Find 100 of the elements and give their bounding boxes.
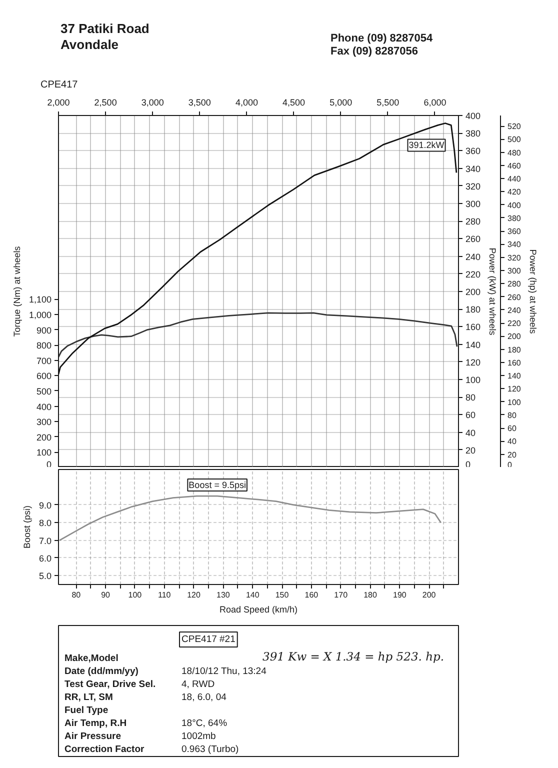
y3-tick-label: 280 bbox=[508, 280, 522, 289]
y-tick-label: 900 bbox=[36, 325, 52, 336]
y3-tick-label: 220 bbox=[508, 319, 522, 328]
y2-tick-label: 220 bbox=[466, 269, 481, 280]
y2-tick-label: 160 bbox=[466, 322, 481, 332]
y-tick-label: 9.0 bbox=[38, 500, 52, 510]
category-label: Correction Factor bbox=[64, 744, 144, 755]
y2-tick-label: 60 bbox=[466, 410, 476, 420]
text: 4, RWD bbox=[182, 679, 215, 690]
text: Avondale bbox=[60, 37, 119, 52]
y3-tick-label: 360 bbox=[508, 227, 522, 236]
y3-tick-label: 80 bbox=[508, 410, 517, 420]
x2-tick-label: 5,500 bbox=[376, 98, 400, 108]
y2-tick-label: 100 bbox=[466, 375, 481, 385]
y3-tick-label: 140 bbox=[508, 372, 522, 381]
y3-tick-label: 100 bbox=[508, 398, 522, 407]
y2-tick-label: 180 bbox=[466, 304, 481, 315]
y3-tick-label: 60 bbox=[508, 424, 517, 434]
y3-tick-label: 440 bbox=[508, 174, 522, 184]
y3-tick-label: 320 bbox=[508, 253, 522, 262]
category-label: RR, LT, SM bbox=[64, 692, 113, 703]
line-series bbox=[58, 495, 442, 541]
text: 1002mb bbox=[182, 731, 216, 742]
y3-tick-label: 200 bbox=[508, 332, 522, 342]
y3-tick-label: 160 bbox=[508, 358, 522, 368]
text: CPE417 #21 bbox=[182, 634, 236, 645]
x-tick-label: 150 bbox=[275, 590, 290, 600]
y-tick-label: 400 bbox=[36, 402, 52, 412]
y2-tick-label: 260 bbox=[466, 234, 481, 244]
y2-tick-label: 400 bbox=[466, 111, 481, 121]
y2-tick-label: 40 bbox=[466, 428, 476, 438]
x-tick-label: 130 bbox=[216, 590, 230, 600]
y-tick-label: 500 bbox=[36, 386, 52, 396]
x-tick-label: 140 bbox=[246, 590, 260, 600]
y2-tick-label: 140 bbox=[466, 340, 481, 350]
y3-tick-label: 420 bbox=[508, 188, 522, 197]
x2-tick-label: 2,500 bbox=[94, 98, 117, 108]
y2-tick-label: 380 bbox=[466, 128, 481, 139]
text: 18/10/12 Thu, 13:24 bbox=[182, 666, 266, 677]
y3-tick-label: 40 bbox=[508, 437, 517, 446]
y2-tick-label: 120 bbox=[466, 357, 481, 368]
y3-tick-label: 400 bbox=[508, 200, 522, 210]
y-tick-label: 300 bbox=[36, 417, 52, 428]
y3-tick-label: 500 bbox=[508, 135, 522, 144]
category-label: Make,Model bbox=[64, 653, 118, 664]
data-label: 391.2kW bbox=[408, 140, 445, 150]
category-label: Fuel Type bbox=[64, 705, 108, 716]
y3-tick-label: 260 bbox=[508, 292, 522, 302]
y-tick-label: 7.0 bbox=[38, 536, 52, 546]
x2-tick-label: 3,000 bbox=[141, 98, 164, 108]
y-tick-label: 5.0 bbox=[38, 571, 52, 582]
y2-tick-label: 300 bbox=[466, 199, 481, 209]
y-tick-label: 800 bbox=[36, 340, 52, 351]
x-tick-label: 190 bbox=[393, 590, 407, 600]
x-tick-label: 90 bbox=[101, 590, 111, 600]
y2-tick-label: 80 bbox=[466, 392, 476, 403]
y3-tick-label: 300 bbox=[508, 266, 522, 276]
x2-tick-label: 6,000 bbox=[424, 98, 446, 108]
x-tick-label: 180 bbox=[364, 590, 378, 600]
y3-tick-label: 480 bbox=[508, 148, 522, 158]
text: Phone (09) 8287054 bbox=[330, 32, 434, 44]
y3-tick-label: 340 bbox=[508, 240, 522, 250]
category-label: Air Temp, R.H bbox=[64, 718, 127, 729]
x-tick-label: 120 bbox=[187, 590, 202, 600]
y-tick-label: 700 bbox=[36, 356, 52, 366]
category-label: Air Pressure bbox=[64, 731, 122, 742]
y3-tick-label: 120 bbox=[508, 384, 522, 394]
x-axis-title: Road Speed (km/h) bbox=[219, 604, 298, 614]
y-tick-label: 8.0 bbox=[38, 518, 52, 528]
y2-tick-label: 240 bbox=[466, 252, 481, 262]
y3-tick-label: 240 bbox=[508, 306, 522, 315]
y-axis-title: Torque (Nm) at wheels bbox=[12, 246, 22, 337]
category-label: Date (dd/mm/yy) bbox=[64, 666, 138, 677]
text: 37 Patiki Road bbox=[60, 21, 150, 36]
chart-title: CPE417 bbox=[40, 80, 78, 90]
y-tick-label: 100 bbox=[36, 448, 52, 458]
x2-tick-label: 3,500 bbox=[188, 98, 211, 108]
y-tick-label: 6.0 bbox=[38, 553, 52, 564]
y2-tick-label: 280 bbox=[466, 216, 481, 227]
text: 18°C, 64% bbox=[182, 718, 228, 729]
y2-axis-title: Power (kW) at wheels bbox=[488, 248, 498, 336]
y3-tick-label: 380 bbox=[508, 214, 522, 223]
y2-tick-label: 340 bbox=[466, 164, 481, 174]
x-tick-label: 80 bbox=[72, 590, 82, 600]
text: 18, 6.0, 04 bbox=[182, 692, 226, 703]
y2-tick-label: 20 bbox=[466, 445, 476, 456]
category-label: Test Gear, Drive Sel. bbox=[64, 679, 156, 690]
x-tick-label: 100 bbox=[128, 590, 142, 600]
y3-axis-title: Power (hp) at wheels bbox=[528, 249, 538, 334]
x2-tick-label: 2,000 bbox=[47, 98, 70, 108]
x2-tick-label: 4,000 bbox=[235, 98, 258, 108]
y-axis-title: Boost (psi) bbox=[22, 505, 32, 549]
x-tick-label: 160 bbox=[304, 590, 319, 600]
y3-tick-label: 20 bbox=[508, 450, 517, 460]
y-tick-label: 1,100 bbox=[28, 294, 52, 305]
x2-tick-label: 5,000 bbox=[330, 98, 352, 108]
y-tick-label: 600 bbox=[36, 371, 52, 382]
y-tick-label: 1,000 bbox=[28, 310, 52, 320]
y2-tick-label: 320 bbox=[466, 181, 481, 192]
x-tick-label: 200 bbox=[422, 590, 436, 600]
